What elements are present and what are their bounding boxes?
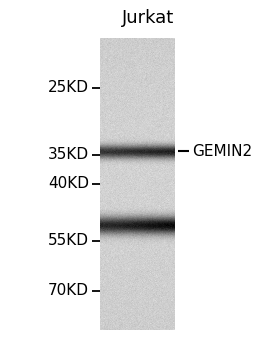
Text: 70KD: 70KD [48, 283, 89, 298]
Text: GEMIN2: GEMIN2 [192, 144, 252, 159]
Text: Jurkat: Jurkat [122, 9, 174, 27]
Text: 55KD: 55KD [48, 234, 89, 248]
Text: 40KD: 40KD [48, 176, 89, 191]
Text: 25KD: 25KD [48, 80, 89, 95]
Text: 35KD: 35KD [48, 147, 89, 162]
